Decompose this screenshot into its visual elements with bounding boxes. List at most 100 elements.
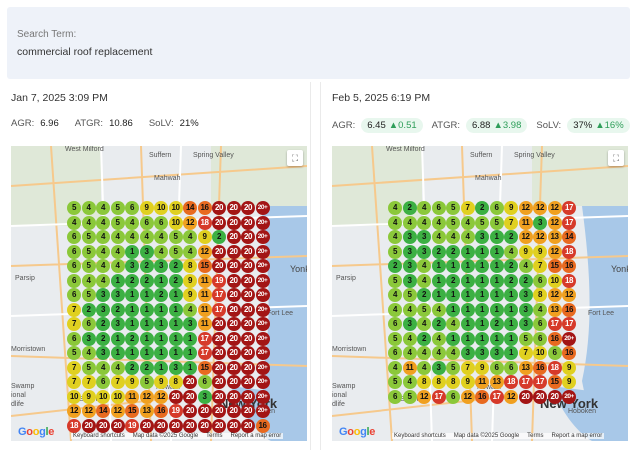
rank-cell[interactable]: 20+ xyxy=(255,331,270,346)
terms-link[interactable]: Terms xyxy=(527,433,544,439)
rank-cell[interactable]: 6 xyxy=(67,259,81,273)
rank-cell[interactable]: 3 xyxy=(125,259,139,273)
rank-cell[interactable]: 2 xyxy=(96,317,110,331)
rank-cell[interactable]: 9 xyxy=(154,375,168,389)
rank-cell[interactable]: 6 xyxy=(547,346,562,360)
rank-cell[interactable]: 3 xyxy=(402,317,417,331)
rank-cell[interactable]: 2 xyxy=(504,230,518,244)
rank-cell[interactable]: 9 xyxy=(81,389,96,404)
rank-cell[interactable]: 20 xyxy=(226,230,241,244)
rank-cell[interactable]: 1 xyxy=(183,360,197,375)
rank-cell[interactable]: 10 xyxy=(168,215,183,230)
rank-cell[interactable]: 20 xyxy=(212,404,226,418)
rank-cell[interactable]: 1 xyxy=(489,302,504,317)
rank-cell[interactable]: 1 xyxy=(110,331,125,346)
rank-cell[interactable]: 12 xyxy=(67,404,81,418)
rank-cell[interactable]: 20+ xyxy=(255,259,270,273)
rank-cell[interactable]: 1 xyxy=(475,302,489,317)
rank-cell[interactable]: 1 xyxy=(168,288,183,302)
rank-cell[interactable]: 14 xyxy=(562,230,576,244)
rank-cell[interactable]: 9 xyxy=(183,273,197,288)
rank-cell[interactable]: 2 xyxy=(168,273,183,288)
rank-cell[interactable]: 7 xyxy=(460,360,475,375)
rank-cell[interactable]: 6 xyxy=(489,201,504,215)
rank-cell[interactable]: 15 xyxy=(197,259,212,273)
rank-cell[interactable]: 20 xyxy=(212,331,226,346)
rank-cell[interactable]: 20 xyxy=(241,288,255,302)
rank-cell[interactable]: 2 xyxy=(475,201,489,215)
rank-cell[interactable]: 10 xyxy=(547,273,562,288)
rank-cell[interactable]: 11 xyxy=(402,360,417,375)
rank-cell[interactable]: 5 xyxy=(475,215,489,230)
rank-cell[interactable]: 16 xyxy=(562,346,576,360)
rank-cell[interactable]: 11 xyxy=(475,375,489,389)
rank-cell[interactable]: 8 xyxy=(431,375,446,389)
rank-cell[interactable]: 20 xyxy=(183,389,197,404)
rank-cell[interactable]: 5 xyxy=(67,346,81,360)
rank-cell[interactable]: 1 xyxy=(475,244,489,259)
rank-cell[interactable]: 4 xyxy=(388,230,402,244)
rank-cell[interactable]: 20+ xyxy=(255,288,270,302)
rank-cell[interactable]: 9 xyxy=(460,375,475,389)
rank-cell[interactable]: 20 xyxy=(226,259,241,273)
rank-cell[interactable]: 2 xyxy=(431,317,446,331)
rank-cell[interactable]: 5 xyxy=(81,360,96,375)
rank-cell[interactable]: 1 xyxy=(460,273,475,288)
rank-cell[interactable]: 17 xyxy=(562,215,576,230)
rank-cell[interactable]: 4 xyxy=(504,244,518,259)
rank-cell[interactable]: 20+ xyxy=(255,346,270,360)
rank-cell[interactable]: 2 xyxy=(446,273,460,288)
rank-cell[interactable]: 8 xyxy=(183,259,197,273)
rank-cell[interactable]: 20+ xyxy=(255,201,270,215)
rank-cell[interactable]: 20 xyxy=(226,273,241,288)
rank-cell[interactable]: 5 xyxy=(388,331,402,346)
rank-cell[interactable]: 13 xyxy=(518,360,533,375)
rank-cell[interactable]: 1 xyxy=(154,360,168,375)
rank-cell[interactable]: 6 xyxy=(96,375,110,389)
rank-cell[interactable]: 12 xyxy=(562,288,576,302)
report-map-error-link[interactable]: Report a map error xyxy=(551,433,603,439)
rank-cell[interactable]: 2 xyxy=(125,360,139,375)
rank-cell[interactable]: 20 xyxy=(154,418,168,433)
rank-cell[interactable]: 1 xyxy=(504,288,518,302)
rank-cell[interactable]: 2 xyxy=(417,331,431,346)
rank-cell[interactable]: 6 xyxy=(388,389,402,404)
rank-cell[interactable]: 3 xyxy=(81,331,96,346)
rank-cell[interactable]: 20+ xyxy=(255,244,270,259)
rank-cell[interactable]: 2 xyxy=(446,244,460,259)
rank-cell[interactable]: 19 xyxy=(125,418,139,433)
rank-cell[interactable]: 1 xyxy=(460,244,475,259)
rank-cell[interactable]: 1 xyxy=(168,331,183,346)
rank-cell[interactable]: 1 xyxy=(125,244,139,259)
rank-cell[interactable]: 5 xyxy=(67,201,81,215)
rank-cell[interactable]: 17 xyxy=(518,375,533,389)
rank-cell[interactable]: 4 xyxy=(67,215,81,230)
rank-cell[interactable]: 4 xyxy=(518,259,533,273)
rank-cell[interactable]: 12 xyxy=(110,404,125,418)
rank-cell[interactable]: 3 xyxy=(110,317,125,331)
rank-cell[interactable]: 3 xyxy=(402,273,417,288)
rank-cell[interactable]: 4 xyxy=(417,346,431,360)
rank-cell[interactable]: 4 xyxy=(154,230,168,244)
rank-grid-map[interactable]: West Milford Suffern Spring Valley Mahwah Yo… xyxy=(11,146,307,441)
rank-cell[interactable]: 4 xyxy=(81,273,96,288)
rank-cell[interactable]: 15 xyxy=(547,375,562,389)
rank-cell[interactable]: 4 xyxy=(431,331,446,346)
rank-cell[interactable]: 6 xyxy=(489,360,504,375)
rank-cell[interactable]: 20+ xyxy=(255,375,270,389)
rank-cell[interactable]: 11 xyxy=(518,215,533,230)
rank-cell[interactable]: 20 xyxy=(226,346,241,360)
rank-cell[interactable]: 20 xyxy=(241,360,255,375)
rank-cell[interactable]: 20 xyxy=(212,360,226,375)
rank-cell[interactable]: 12 xyxy=(154,389,168,404)
rank-cell[interactable]: 6 xyxy=(154,215,168,230)
rank-cell[interactable]: 13 xyxy=(489,375,504,389)
rank-cell[interactable]: 4 xyxy=(417,201,431,215)
rank-cell[interactable]: 6 xyxy=(431,201,446,215)
rank-cell[interactable]: 1 xyxy=(446,331,460,346)
rank-cell[interactable]: 6 xyxy=(197,375,212,389)
rank-cell[interactable]: 20 xyxy=(226,288,241,302)
rank-cell[interactable]: 15 xyxy=(547,259,562,273)
rank-cell[interactable]: 10 xyxy=(96,389,110,404)
rank-cell[interactable]: 4 xyxy=(96,230,110,244)
